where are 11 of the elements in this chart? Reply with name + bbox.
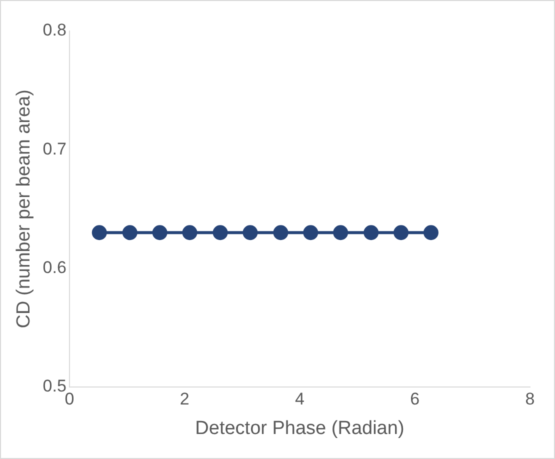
y-tick-label: 0.5 [42, 376, 66, 396]
y-tick-label: 0.7 [42, 139, 66, 158]
x-axis-title: Detector Phase (Radian) [195, 418, 404, 439]
x-tick-label: 6 [410, 390, 420, 409]
x-tick-label: 4 [294, 390, 304, 409]
y-axis-title: CD (number per beam area) [14, 90, 35, 328]
y-tick-label: 0.8 [42, 20, 66, 40]
x-tick-label: 8 [525, 390, 535, 409]
x-tick-label: 2 [180, 390, 190, 409]
x-tick-label: 0 [64, 390, 74, 409]
y-tick-label: 0.6 [42, 258, 66, 277]
